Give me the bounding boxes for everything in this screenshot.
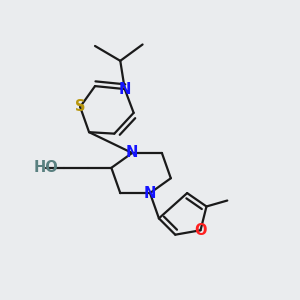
Text: N: N	[126, 146, 138, 160]
Text: N: N	[144, 186, 156, 201]
Text: N: N	[118, 82, 131, 97]
Text: S: S	[75, 99, 86, 114]
Text: O: O	[194, 223, 207, 238]
Text: HO: HO	[34, 160, 58, 175]
